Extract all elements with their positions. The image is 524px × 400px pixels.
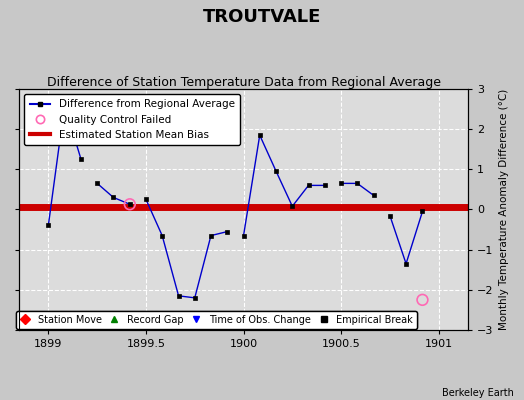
Point: [126, 201, 134, 208]
Title: Difference of Station Temperature Data from Regional Average: Difference of Station Temperature Data f…: [47, 76, 441, 89]
Legend: Station Move, Record Gap, Time of Obs. Change, Empirical Break: Station Move, Record Gap, Time of Obs. C…: [16, 311, 417, 329]
Point: [418, 297, 427, 303]
Text: TROUTVALE: TROUTVALE: [203, 8, 321, 26]
Text: Berkeley Earth: Berkeley Earth: [442, 388, 514, 398]
Y-axis label: Monthly Temperature Anomaly Difference (°C): Monthly Temperature Anomaly Difference (…: [499, 89, 509, 330]
